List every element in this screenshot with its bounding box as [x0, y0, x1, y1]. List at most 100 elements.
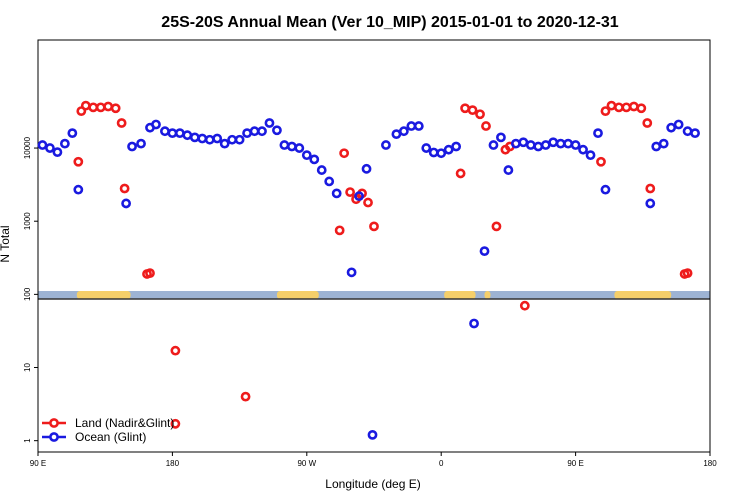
x-tick-label: 180 [703, 459, 717, 468]
ocean-point [540, 140, 551, 150]
land-point [363, 197, 373, 208]
land-point [460, 103, 470, 114]
ocean-point [294, 143, 305, 153]
ocean-point [67, 128, 78, 139]
chart-title: 25S-20S Annual Mean (Ver 10_MIP) 2015-01… [161, 14, 619, 31]
ocean-point [127, 141, 137, 152]
land-point [596, 156, 606, 167]
ocean-point [496, 132, 506, 143]
y-tick-label: 1000 [23, 212, 32, 230]
ocean-point [361, 163, 372, 174]
map-land [276, 291, 319, 299]
land-point [110, 103, 121, 114]
land-point [682, 268, 693, 279]
land-point [475, 109, 485, 120]
land-point [240, 391, 251, 402]
ocean-point [585, 150, 596, 161]
land-point [170, 418, 181, 429]
plot-frame [37, 39, 711, 453]
x-tick-label: 90 E [567, 459, 583, 468]
ocean-point [533, 141, 544, 152]
ocean-point [600, 184, 611, 195]
ocean-point [555, 138, 566, 149]
land-point [334, 225, 345, 236]
land-point [345, 187, 356, 197]
ocean-point [413, 121, 424, 131]
land-point [636, 103, 647, 114]
x-tick-label: 0 [439, 459, 444, 468]
legend: Land (Nadir&Glint)Ocean (Glint) [42, 416, 174, 444]
ocean-point [570, 140, 581, 150]
ocean-point [279, 140, 290, 150]
ocean-point [690, 128, 700, 139]
ocean-point [406, 121, 417, 131]
map-land [484, 291, 491, 299]
ocean-point [443, 144, 454, 155]
legend-land-marker [49, 418, 59, 428]
ocean-point [381, 140, 391, 150]
ocean-point [151, 119, 161, 130]
legend-land-label: Land (Nadir&Glint) [75, 416, 174, 430]
ocean-point [227, 134, 238, 145]
map-land [76, 291, 131, 299]
ocean-point [503, 165, 514, 175]
land-point [614, 102, 624, 113]
x-axis-ticks: 90 E 180 90 W 0 90 E 180 [30, 452, 717, 468]
ocean-point [548, 137, 559, 148]
ocean-point [272, 125, 282, 136]
ocean-point [658, 138, 669, 149]
x-axis-label: Longitude (deg E) [325, 477, 420, 491]
ocean-point [682, 126, 693, 137]
ocean-point [451, 141, 462, 152]
ocean-point [212, 133, 223, 144]
ocean-point [488, 140, 499, 150]
ocean-point [645, 198, 656, 209]
ocean-point [174, 128, 185, 139]
land-point [119, 183, 130, 194]
ocean-point [249, 126, 260, 137]
ocean-point [666, 122, 677, 133]
ocean-point [436, 148, 447, 159]
data-points [37, 100, 700, 440]
ocean-point [428, 147, 439, 158]
ocean-point [518, 137, 529, 148]
x-tick-label: 90 E [30, 459, 46, 468]
y-axis-label: N Total [0, 225, 12, 262]
land-point [519, 300, 530, 311]
ocean-point [37, 140, 48, 150]
ocean-point [182, 130, 193, 141]
ocean-point [525, 140, 536, 150]
land-point [491, 221, 502, 232]
ocean-point [309, 154, 320, 165]
land-point [80, 100, 91, 111]
legend-ocean-label: Ocean (Glint) [75, 430, 146, 444]
ocean-point [651, 141, 662, 152]
land-point [621, 102, 632, 113]
x-tick-label: 90 W [297, 459, 316, 468]
land-point [455, 168, 466, 179]
ocean-point [257, 126, 267, 137]
ocean-point [354, 191, 364, 202]
ocean-point [673, 119, 684, 130]
ocean-point [264, 118, 275, 128]
ocean-point [510, 138, 521, 149]
land-point [73, 156, 84, 167]
ocean-point [301, 150, 312, 161]
y-tick-label: 10 [23, 363, 32, 372]
ocean-point [563, 138, 574, 149]
ocean-point [286, 141, 297, 152]
ocean-point [367, 429, 378, 440]
ocean-point [593, 128, 603, 139]
ocean-point [73, 184, 84, 195]
ocean-point [398, 126, 409, 137]
land-point [339, 148, 350, 159]
land-point [95, 102, 106, 113]
land-point [467, 105, 478, 116]
ocean-point [121, 198, 132, 209]
ocean-point [197, 133, 208, 144]
ocean-point [204, 134, 215, 145]
ocean-point [45, 143, 55, 153]
land-point [369, 221, 379, 232]
ocean-point [331, 188, 342, 199]
ocean-point [391, 129, 402, 140]
